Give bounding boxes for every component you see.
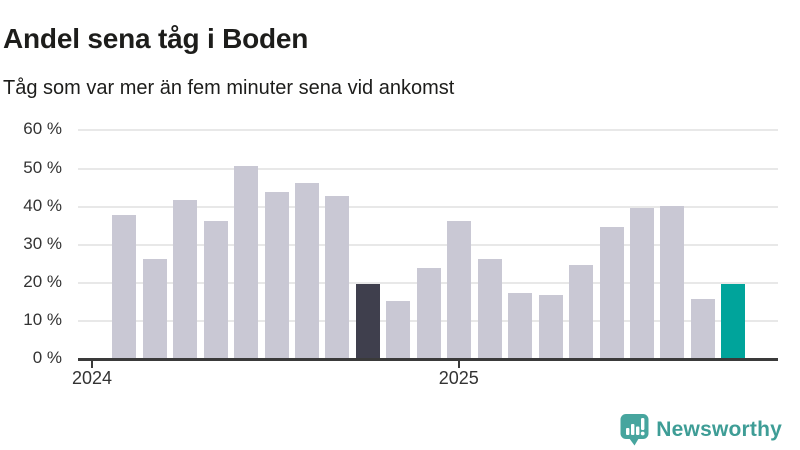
- bar-4: [203, 220, 228, 358]
- bar-13: [477, 258, 502, 358]
- y-tick-label-10: 10 %: [23, 309, 62, 329]
- bar-5: [234, 165, 259, 358]
- bar-18: [629, 207, 654, 358]
- bar-20: [690, 298, 715, 358]
- bar-6: [264, 192, 289, 358]
- y-tick-label-60: 60 %: [23, 119, 62, 139]
- bar-10: [386, 300, 411, 358]
- bar-chart: 0 % 10 % 20 % 30 % 40 % 50 % 60 % 2024 2025: [0, 119, 800, 395]
- newsworthy-logo: Newsworthy: [620, 413, 782, 446]
- bar-7: [295, 182, 319, 358]
- chart-subtitle: Tåg som var mer än fem minuter sena vid …: [3, 77, 455, 99]
- y-tick-label-30: 30 %: [23, 233, 62, 253]
- x-tick-2025: [457, 361, 460, 368]
- bar-11: [416, 268, 441, 358]
- y-tick-label-20: 20 %: [23, 271, 62, 291]
- x-tick-label-2025: 2025: [438, 368, 479, 388]
- gridline-30: [78, 243, 778, 246]
- bar-21: [721, 283, 746, 358]
- bar-15: [538, 295, 563, 358]
- bar-17: [599, 226, 624, 358]
- y-tick-label-0: 0 %: [32, 348, 62, 367]
- newsworthy-speech-bubble-bar-chart-icon: [620, 414, 649, 446]
- gridline-50: [78, 167, 778, 170]
- bar-8: [325, 196, 350, 358]
- bar-9: [355, 283, 380, 358]
- y-tick-label-40: 40 %: [23, 195, 62, 215]
- newsworthy-logo-text: Newsworthy: [656, 417, 782, 441]
- bar-19: [660, 205, 685, 358]
- bar-14: [508, 293, 533, 358]
- bar-12: [447, 220, 472, 358]
- bar-2: [142, 258, 167, 358]
- gridline-60: [78, 129, 778, 132]
- plot-area: [78, 125, 778, 361]
- bar-3: [173, 199, 198, 358]
- gridline-40: [78, 205, 778, 208]
- chart-title: Andel sena tåg i Boden: [3, 22, 309, 54]
- bar-1: [112, 215, 137, 358]
- y-tick-label-50: 50 %: [23, 157, 62, 177]
- x-tick-2024: [91, 361, 93, 368]
- x-tick-label-2024: 2024: [71, 368, 113, 388]
- bar-16: [569, 264, 594, 358]
